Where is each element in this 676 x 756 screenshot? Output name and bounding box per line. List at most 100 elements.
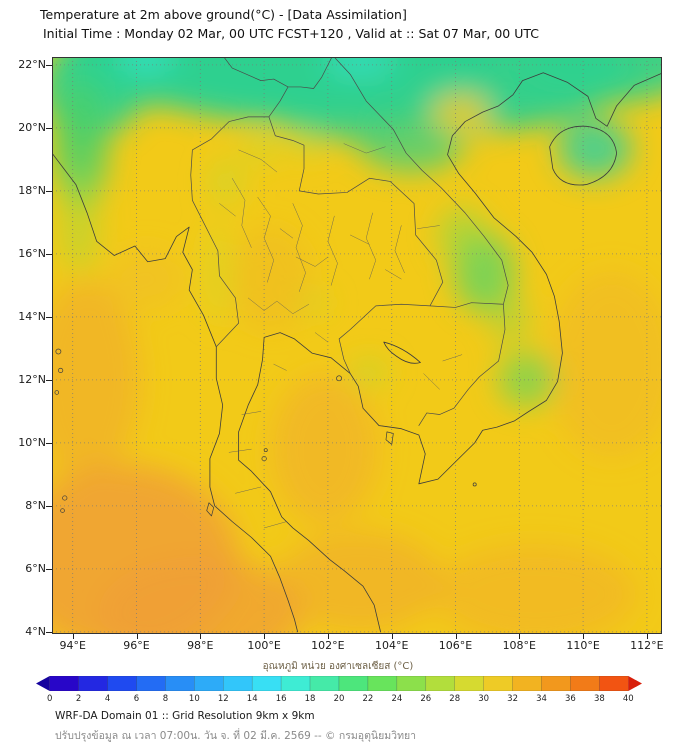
lat-tick-mark [46, 127, 52, 129]
lon-tick-label: 102°E [311, 639, 345, 652]
lat-tick-mark [46, 379, 52, 381]
lat-tick-mark [46, 190, 52, 192]
colorbar-segment [251, 676, 282, 691]
colorbar-tick-label: 26 [420, 694, 432, 704]
lon-tick-label: 112°E [630, 639, 664, 652]
colorbar-tick-label: 32 [507, 694, 518, 704]
colorbar-tick-label: 4 [104, 694, 111, 704]
lat-tick-label: 10°N [18, 435, 46, 449]
colorbar-tick-label: 10 [188, 694, 200, 704]
lon-tick-label: 94°E [59, 639, 86, 652]
map-plot-area [52, 57, 662, 634]
coastline-west [52, 153, 298, 632]
lat-tick-mark [46, 253, 52, 255]
country-borders [191, 57, 508, 426]
figure-header: Temperature at 2m above ground(°C) - [Da… [40, 5, 539, 43]
colorbar-segment [309, 676, 340, 691]
lat-tick-mark [46, 442, 52, 444]
colorbar-segment [280, 676, 311, 691]
colorbar-tick-label: 0 [46, 694, 53, 704]
colorbar-tick-label: 24 [391, 694, 403, 704]
colorbar-tick-label: 20 [333, 694, 345, 704]
colorbar-segment [570, 676, 600, 691]
lon-tick-label: 106°E [438, 639, 473, 652]
lon-tick-label: 110°E [566, 639, 600, 652]
colorbar-segment [483, 676, 513, 691]
colorbar-segment [512, 676, 542, 691]
colorbar [36, 676, 642, 691]
islands [55, 349, 476, 516]
figure-title: Temperature at 2m above ground(°C) - [Da… [40, 7, 407, 22]
colorbar-tick-label: 8 [162, 694, 169, 704]
lon-tick-mark [519, 634, 521, 639]
lon-tick-label: 104°E [374, 639, 409, 652]
province-borders [219, 144, 461, 528]
colorbar-segment [194, 676, 224, 691]
coastline-east [239, 73, 662, 632]
colorbar-title: อุณหภูมิ หน่วย องศาเซลเซียส (°C) [262, 661, 414, 672]
footer-domain-info: WRF-DA Domain 01 :: Grid Resolution 9km … [55, 710, 315, 722]
colorbar-tick-label: 6 [133, 694, 140, 704]
lon-tick-label: 108°E [502, 639, 537, 652]
lon-tick-label: 100°E [247, 639, 281, 652]
colorbar-tick-label: 18 [304, 694, 316, 704]
colorbar-tick-label: 36 [565, 694, 576, 704]
lat-tick-label: 8°N [25, 498, 46, 512]
plot-frame [52, 57, 662, 634]
lon-tick-mark [136, 634, 138, 639]
lon-tick-mark [583, 634, 585, 639]
colorbar-tick-label: 30 [478, 694, 490, 704]
tonle-sap-lake-outline [384, 342, 421, 363]
colorbar-segment [107, 676, 137, 691]
coastlines [52, 73, 662, 632]
colorbar-segment [396, 676, 427, 691]
colorbar-segment [78, 676, 108, 691]
lon-tick-label: 98°E [187, 639, 214, 652]
colorbar-tick-label: 38 [593, 694, 605, 704]
lat-tick-mark [46, 505, 52, 507]
lat-tick-label: 4°N [25, 624, 46, 638]
colorbar-segment [165, 676, 195, 691]
lat-tick-mark [46, 568, 52, 570]
colorbar-tick-label: 16 [275, 694, 287, 704]
lat-tick-label: 6°N [25, 561, 46, 575]
colorbar-segment [223, 676, 253, 691]
colorbar-segment [599, 676, 629, 691]
colorbar-segment [49, 676, 79, 691]
colorbar-segment [338, 676, 369, 691]
lat-lon-gridlines [52, 57, 662, 634]
temperature-map [52, 57, 662, 634]
lon-tick-label: 96°E [123, 639, 150, 652]
colorbar-tick-label: 34 [536, 694, 547, 704]
colorbar-segment [454, 676, 484, 691]
colorbar-segment [367, 676, 398, 691]
lon-tick-mark [72, 634, 74, 639]
footer-attribution: ปรับปรุงข้อมูล ณ เวลา 07:00น. วัน จ. ที่… [55, 730, 417, 742]
lon-tick-mark [455, 634, 457, 639]
colorbar-segment [425, 676, 455, 691]
colorbar-tick-label: 40 [622, 694, 634, 704]
lon-tick-mark [391, 634, 393, 639]
lat-tick-label: 20°N [18, 120, 46, 134]
colorbar-segment [136, 676, 166, 691]
lat-tick-mark [46, 631, 52, 633]
colorbar-left-arrow [36, 676, 50, 691]
lat-tick-mark [46, 64, 52, 66]
colorbar-tick-label: 22 [362, 694, 374, 704]
lat-tick-label: 18°N [18, 183, 46, 197]
lat-tick-label: 12°N [18, 372, 46, 386]
lat-tick-label: 14°N [18, 309, 46, 323]
colorbar-tick-label: 28 [449, 694, 461, 704]
hainan-island-outline [550, 126, 617, 185]
figure-subtitle: Initial Time : Monday 02 Mar, 00 UTC FCS… [43, 26, 539, 41]
lat-tick-mark [46, 316, 52, 318]
colorbar-tick-label: 14 [246, 694, 258, 704]
colorbar-tick-label: 12 [217, 694, 229, 704]
colorbar-tick-label: 2 [75, 694, 82, 704]
lon-tick-mark [200, 634, 202, 639]
lon-tick-mark [264, 634, 266, 639]
lat-tick-label: 22°N [18, 57, 46, 71]
colorbar-right-arrow [628, 676, 642, 691]
lat-tick-label: 16°N [18, 246, 46, 260]
